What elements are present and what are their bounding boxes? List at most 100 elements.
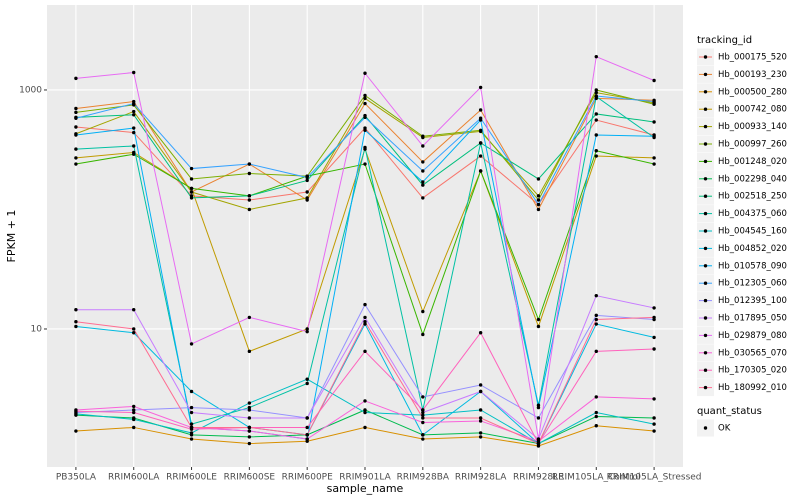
data-point xyxy=(478,108,483,112)
legend-point xyxy=(703,72,708,77)
data-point xyxy=(421,160,425,164)
data-point xyxy=(594,118,598,122)
legend-point xyxy=(703,385,708,390)
data-point xyxy=(652,347,656,351)
data-point xyxy=(363,128,367,132)
legend-label: Hb_000742_080 xyxy=(718,105,787,115)
point-legend-title: quant_status xyxy=(697,406,762,417)
legend-point xyxy=(703,264,708,268)
legend-label: Hb_000933_140 xyxy=(718,122,787,132)
legend-point xyxy=(703,316,708,320)
data-point xyxy=(132,410,136,415)
data-point xyxy=(132,70,136,75)
data-point xyxy=(363,425,367,430)
data-point xyxy=(132,331,136,335)
data-point xyxy=(305,416,309,420)
data-point xyxy=(132,417,136,422)
legend-label: Hb_180992_010 xyxy=(718,383,787,393)
x-tick-label: RRIM928BA xyxy=(397,473,450,483)
data-point xyxy=(132,113,136,117)
data-point xyxy=(421,433,425,437)
data-point xyxy=(478,85,483,90)
y-axis-title: FPKM + 1 xyxy=(5,210,18,263)
legend-point xyxy=(703,368,708,372)
legend-label: Hb_010578_090 xyxy=(718,261,787,271)
data-point xyxy=(247,435,252,439)
x-tick-label: RRIM600SE xyxy=(224,473,276,483)
legend-point xyxy=(703,333,708,338)
data-point xyxy=(74,76,78,81)
data-point xyxy=(363,302,367,307)
data-point xyxy=(363,71,367,75)
legend-point xyxy=(703,107,708,111)
data-point xyxy=(247,198,252,202)
data-point xyxy=(478,331,483,335)
data-point xyxy=(305,381,309,386)
legend-point xyxy=(703,351,708,355)
data-point xyxy=(247,429,252,433)
data-point xyxy=(74,133,78,137)
data-point xyxy=(74,162,78,166)
data-point xyxy=(363,101,367,106)
data-point xyxy=(132,425,136,430)
data-point xyxy=(247,162,252,166)
legend-point xyxy=(703,194,708,198)
legend-label: Hb_004545_160 xyxy=(718,227,787,237)
legend-label: Hb_170305_020 xyxy=(718,366,787,376)
data-point xyxy=(421,144,425,148)
x-tick-label: RRIM600LA xyxy=(108,473,160,483)
data-point xyxy=(536,207,541,212)
data-point xyxy=(247,425,252,430)
data-point xyxy=(74,156,78,160)
data-point xyxy=(305,196,309,200)
legend-label: Hb_000500_280 xyxy=(718,87,787,97)
data-point xyxy=(247,401,252,405)
data-point xyxy=(305,329,309,334)
data-point xyxy=(536,405,541,410)
data-point xyxy=(74,320,78,324)
data-point xyxy=(536,202,541,207)
data-point xyxy=(594,395,598,399)
legend-point xyxy=(703,298,708,303)
data-point xyxy=(478,383,483,387)
data-point xyxy=(132,152,136,156)
data-point xyxy=(305,433,309,437)
x-tick-label: RRIM105LA_Stressed xyxy=(607,473,702,483)
data-point xyxy=(305,178,309,183)
data-point xyxy=(594,414,598,419)
data-point xyxy=(652,422,656,426)
data-point xyxy=(189,186,194,191)
data-point xyxy=(536,317,541,322)
data-point xyxy=(247,207,252,212)
legend-label: Hb_017895_050 xyxy=(718,314,787,324)
data-point xyxy=(536,324,541,329)
data-point xyxy=(363,349,367,354)
x-tick-label: RRIM600PE xyxy=(282,473,334,483)
data-point xyxy=(189,431,194,435)
data-point xyxy=(363,145,367,150)
data-point xyxy=(74,409,78,413)
data-point xyxy=(478,416,483,420)
legend-label: Hb_030565_070 xyxy=(718,348,787,358)
data-point xyxy=(652,162,656,166)
data-point xyxy=(652,397,656,401)
legend-title: tracking_id xyxy=(697,35,752,46)
data-point xyxy=(132,404,136,409)
data-point xyxy=(652,416,656,420)
data-point xyxy=(421,169,425,173)
data-point xyxy=(421,309,425,314)
data-point xyxy=(652,429,656,433)
data-point xyxy=(478,435,483,439)
data-point xyxy=(478,408,483,412)
legend-point xyxy=(703,159,708,164)
data-point xyxy=(594,90,598,95)
y-tick-label: 10 xyxy=(31,324,43,334)
data-point xyxy=(363,315,367,320)
data-point xyxy=(74,110,78,115)
x-tick-label: RRIM600LE xyxy=(166,473,217,483)
legend-point xyxy=(703,124,708,129)
point-legend-point xyxy=(703,426,708,430)
data-point xyxy=(594,317,598,322)
data-point xyxy=(594,94,598,98)
